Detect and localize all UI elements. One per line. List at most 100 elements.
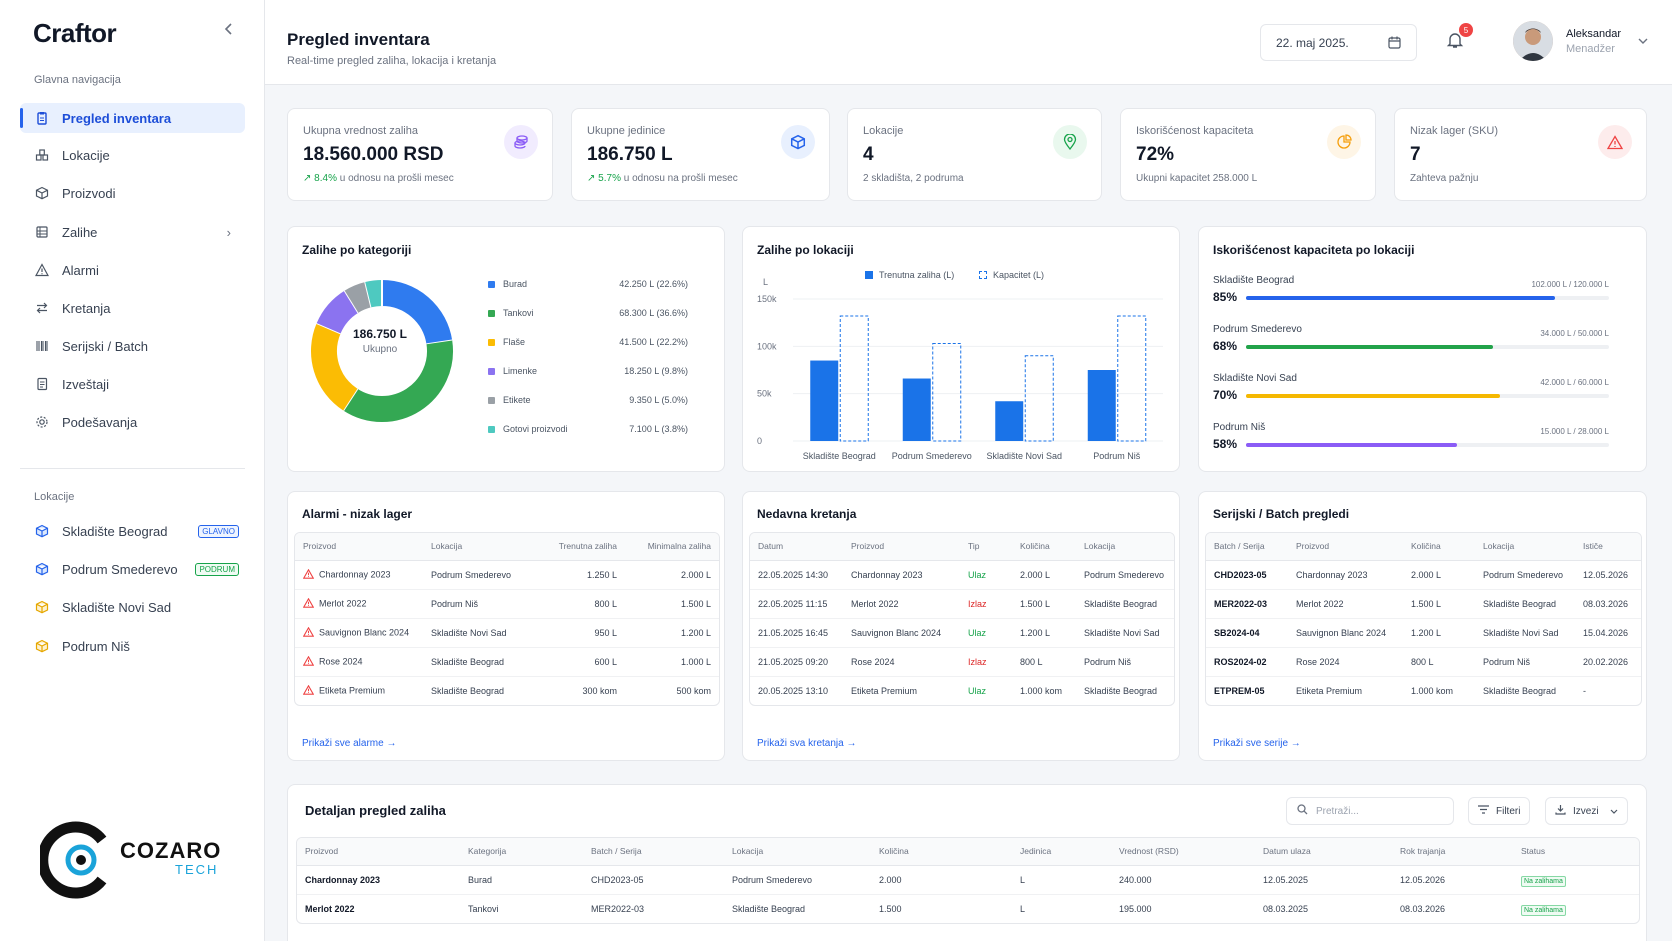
column-header[interactable]: Tip bbox=[960, 533, 1012, 561]
brand-logo[interactable]: Craftor bbox=[33, 18, 117, 48]
column-header[interactable]: Ističe bbox=[1575, 533, 1641, 561]
table-cell: 21.05.2025 09:20 bbox=[750, 647, 843, 677]
table-cell: Rose 2024 bbox=[843, 647, 960, 677]
date-picker[interactable]: 22. maj 2025. bbox=[1260, 24, 1417, 61]
column-header[interactable]: Lokacija bbox=[423, 533, 527, 561]
sidebar-location-podrum-smederevo[interactable]: Podrum Smederevo PODRUM bbox=[20, 554, 245, 584]
warning-icon bbox=[1598, 125, 1632, 159]
show-all-movements-link[interactable]: Prikaži sva kretanja → bbox=[757, 738, 857, 749]
x-tick-label: Podrum Niš bbox=[1093, 451, 1141, 461]
legend-capacity-label: Kapacitet (L) bbox=[993, 270, 1045, 280]
legend-capacity: Kapacitet (L) bbox=[979, 270, 1044, 280]
bar-capacity[interactable] bbox=[1117, 315, 1147, 442]
capacity-percent: 58% bbox=[1213, 437, 1238, 451]
bar-current[interactable] bbox=[810, 360, 839, 441]
sidebar-location-skladiste-beograd[interactable]: Skladište Beograd GLAVNO bbox=[20, 516, 245, 546]
bar-current[interactable] bbox=[1087, 370, 1116, 441]
table-row[interactable]: Chardonnay 2023 Burad CHD2023-05 Podrum Sme… bbox=[297, 865, 1639, 895]
table-row[interactable]: Etiketa Premium Skladište Beograd 300 kom 5… bbox=[295, 676, 719, 705]
table-row[interactable]: ROS2024-02 Rose 2024 800 L Podrum Niš 20.02.… bbox=[1206, 647, 1641, 677]
table-row[interactable]: Chardonnay 2023 Podrum Smederevo 1.250 L 2.… bbox=[295, 560, 719, 590]
legend-item: Gotovi proizvodi 7.100 L (3.8%) bbox=[488, 422, 688, 436]
column-header[interactable]: Lokacija bbox=[1076, 533, 1174, 561]
column-header[interactable]: Proizvod bbox=[1288, 533, 1403, 561]
bar-capacity[interactable] bbox=[1024, 355, 1054, 442]
show-all-batches-link[interactable]: Prikaži sve serije → bbox=[1213, 738, 1301, 749]
column-header[interactable]: Status bbox=[1513, 838, 1639, 866]
column-header[interactable]: Proizvod bbox=[295, 533, 423, 561]
column-header[interactable]: Datum ulaza bbox=[1255, 838, 1392, 866]
donut-slice-etikete[interactable] bbox=[344, 282, 372, 313]
column-header[interactable]: Trenutna zaliha bbox=[527, 533, 627, 561]
table-row[interactable]: Sauvignon Blanc 2024 Skladište Novi Sad 95… bbox=[295, 618, 719, 648]
sidebar-location-skladiste-novi-sad[interactable]: Skladište Novi Sad bbox=[20, 592, 245, 622]
table-row[interactable]: Merlot 2022 Podrum Niš 800 L 1.500 L bbox=[295, 589, 719, 619]
table-row[interactable]: Rose 2024 Skladište Beograd 600 L 1.000 L bbox=[295, 647, 719, 677]
sidebar-item-pregled-inventara[interactable]: Pregled inventara bbox=[20, 103, 245, 133]
column-header[interactable]: Kategorija bbox=[460, 838, 583, 866]
column-header[interactable]: Batch / Serija bbox=[583, 838, 724, 866]
show-all-alarms-link[interactable]: Prikaži sve alarme → bbox=[302, 738, 397, 749]
export-button[interactable]: Izvezi bbox=[1545, 797, 1628, 825]
bar-current[interactable] bbox=[995, 401, 1024, 441]
bar-capacity[interactable] bbox=[932, 342, 962, 442]
column-header[interactable]: Proizvod bbox=[297, 838, 460, 866]
warehouse-blue-icon bbox=[34, 523, 50, 539]
avatar[interactable] bbox=[1513, 21, 1553, 61]
column-header[interactable]: Batch / Serija bbox=[1206, 533, 1288, 561]
column-header[interactable]: Količina bbox=[871, 838, 1012, 866]
donut-slice-tankovi[interactable] bbox=[343, 340, 453, 422]
sidebar-item-podesavanja[interactable]: Podešavanja bbox=[20, 407, 245, 437]
bar-capacity[interactable] bbox=[839, 315, 869, 442]
table-row[interactable]: Merlot 2022 Tankovi MER2022-03 Skladište Be… bbox=[297, 894, 1639, 923]
table-row[interactable]: CHD2023-05 Chardonnay 2023 2.000 L Podrum S… bbox=[1206, 560, 1641, 590]
table-row[interactable]: MER2022-03 Merlot 2022 1.500 L Skladište Be… bbox=[1206, 589, 1641, 619]
table-cell: L bbox=[1012, 865, 1111, 895]
search-input[interactable]: Pretraži... bbox=[1286, 797, 1454, 825]
user-name[interactable]: Aleksandar bbox=[1566, 28, 1622, 40]
column-header[interactable]: Količina bbox=[1403, 533, 1475, 561]
collapse-sidebar-icon[interactable] bbox=[224, 22, 234, 38]
table-row[interactable]: 21.05.2025 16:45 Sauvignon Blanc 2024 Ulaz… bbox=[750, 618, 1174, 648]
chevron-down-icon[interactable] bbox=[1638, 36, 1648, 48]
filters-button[interactable]: Filteri bbox=[1468, 797, 1530, 825]
sidebar-item-serijski-batch[interactable]: Serijski / Batch bbox=[20, 331, 245, 361]
table-row[interactable]: 21.05.2025 09:20 Rose 2024 Izlaz 800 L Podru… bbox=[750, 647, 1174, 677]
capacity-values: 42.000 L / 60.000 L bbox=[1540, 378, 1609, 387]
sidebar-item-proizvodi[interactable]: Proizvodi bbox=[20, 178, 245, 208]
table-row[interactable]: SB2024-04 Sauvignon Blanc 2024 1.200 L Skla… bbox=[1206, 618, 1641, 648]
sidebar-item-alarmi[interactable]: Alarmi bbox=[20, 255, 245, 285]
donut-slice-gotovi-proizvodi[interactable] bbox=[365, 280, 383, 308]
column-header[interactable]: Datum bbox=[750, 533, 843, 561]
bell-icon[interactable] bbox=[1445, 30, 1465, 55]
sidebar-item-lokacije[interactable]: Lokacije bbox=[20, 140, 245, 170]
donut-slice-limenke[interactable] bbox=[316, 290, 359, 334]
column-header[interactable]: Minimalna zaliha bbox=[627, 533, 719, 561]
table-row[interactable]: ETPREM-05 Etiketa Premium 1.000 kom Skladiš… bbox=[1206, 676, 1641, 705]
column-header[interactable]: Lokacija bbox=[724, 838, 871, 866]
table-cell: Merlot 2022 bbox=[1288, 589, 1403, 619]
table-row[interactable]: 22.05.2025 14:30 Chardonnay 2023 Ulaz 2.000… bbox=[750, 560, 1174, 590]
column-header[interactable]: Količina bbox=[1012, 533, 1076, 561]
sidebar-location-podrum-nis[interactable]: Podrum Niš bbox=[20, 631, 245, 661]
kpi-subtext: ↗ 8.4% u odnosu na prošli mesec bbox=[303, 173, 454, 184]
warehouse-blue-icon bbox=[34, 561, 50, 577]
column-header[interactable]: Vrednost (RSD) bbox=[1111, 838, 1255, 866]
column-header[interactable]: Jedinica bbox=[1012, 838, 1111, 866]
column-header[interactable]: Proizvod bbox=[843, 533, 960, 561]
column-header[interactable]: Rok trajanja bbox=[1392, 838, 1513, 866]
table-row[interactable]: 20.05.2025 13:10 Etiketa Premium Ulaz 1.000… bbox=[750, 676, 1174, 705]
donut-slice-flaše[interactable] bbox=[311, 323, 358, 411]
column-header[interactable]: Lokacija bbox=[1475, 533, 1575, 561]
donut-slice-burad[interactable] bbox=[381, 280, 453, 345]
sidebar-item-kretanja[interactable]: Kretanja bbox=[20, 293, 245, 323]
sidebar-item-izvestaji[interactable]: Izveštaji bbox=[20, 369, 245, 399]
table-cell: Sauvignon Blanc 2024 bbox=[1288, 618, 1403, 648]
cell-text: Etiketa Premium bbox=[319, 685, 386, 696]
sidebar-item-zalihe[interactable]: Zalihe › bbox=[20, 217, 245, 247]
warehouse-yellow-icon bbox=[34, 599, 50, 615]
table-header-row: Datum Proizvod Tip Količina Lokacija bbox=[750, 533, 1174, 561]
table-cell: 1.200 L bbox=[1012, 618, 1076, 648]
bar-current[interactable] bbox=[902, 378, 931, 441]
